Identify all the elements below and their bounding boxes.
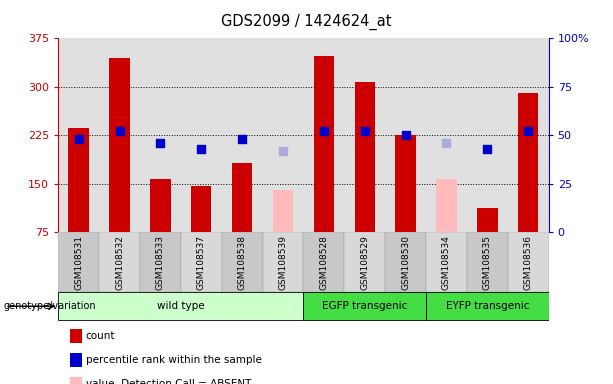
Bar xyxy=(395,136,416,232)
Bar xyxy=(436,179,457,232)
Text: GSM108535: GSM108535 xyxy=(483,235,492,290)
Point xyxy=(401,132,411,138)
Text: value, Detection Call = ABSENT: value, Detection Call = ABSENT xyxy=(86,379,251,384)
Text: GSM108539: GSM108539 xyxy=(278,235,287,290)
Bar xyxy=(222,232,262,292)
Bar xyxy=(385,232,426,292)
Point xyxy=(115,128,124,134)
Bar xyxy=(303,232,345,292)
Text: GSM108534: GSM108534 xyxy=(442,235,451,290)
Text: wild type: wild type xyxy=(157,301,205,311)
Text: GSM108529: GSM108529 xyxy=(360,235,369,290)
Text: GSM108530: GSM108530 xyxy=(401,235,410,290)
Point xyxy=(441,140,451,146)
Text: GSM108528: GSM108528 xyxy=(319,235,329,290)
Text: percentile rank within the sample: percentile rank within the sample xyxy=(86,355,262,365)
Bar xyxy=(232,163,253,232)
Bar xyxy=(273,190,293,232)
Point xyxy=(156,140,166,146)
Bar xyxy=(109,58,130,232)
Text: GSM108532: GSM108532 xyxy=(115,235,124,290)
Bar xyxy=(477,208,498,232)
Point xyxy=(319,128,329,134)
Point xyxy=(482,146,492,152)
Bar xyxy=(426,293,549,320)
Bar xyxy=(262,232,303,292)
Bar xyxy=(69,127,89,232)
Bar xyxy=(508,232,549,292)
Bar xyxy=(518,93,538,232)
Bar xyxy=(314,56,334,232)
Bar xyxy=(426,232,467,292)
Text: GSM108538: GSM108538 xyxy=(238,235,246,290)
Text: genotype/variation: genotype/variation xyxy=(3,301,96,311)
Text: GDS2099 / 1424624_at: GDS2099 / 1424624_at xyxy=(221,13,392,30)
Text: GSM108536: GSM108536 xyxy=(524,235,533,290)
Point xyxy=(278,148,288,154)
Bar xyxy=(345,232,385,292)
Text: GSM108533: GSM108533 xyxy=(156,235,165,290)
Point xyxy=(196,146,206,152)
Point xyxy=(237,136,247,142)
Bar xyxy=(303,293,426,320)
Text: EYFP transgenic: EYFP transgenic xyxy=(446,301,529,311)
Point xyxy=(360,128,370,134)
Bar xyxy=(58,232,99,292)
Bar xyxy=(181,232,222,292)
Text: GSM108537: GSM108537 xyxy=(197,235,206,290)
Text: count: count xyxy=(86,331,115,341)
Bar xyxy=(150,179,170,232)
Bar xyxy=(354,82,375,232)
Point xyxy=(524,128,533,134)
Bar xyxy=(191,186,211,232)
Bar xyxy=(140,232,181,292)
Bar xyxy=(58,293,303,320)
Text: GSM108531: GSM108531 xyxy=(74,235,83,290)
Bar xyxy=(467,232,508,292)
Point xyxy=(74,136,83,142)
Bar xyxy=(99,232,140,292)
Text: EGFP transgenic: EGFP transgenic xyxy=(322,301,408,311)
